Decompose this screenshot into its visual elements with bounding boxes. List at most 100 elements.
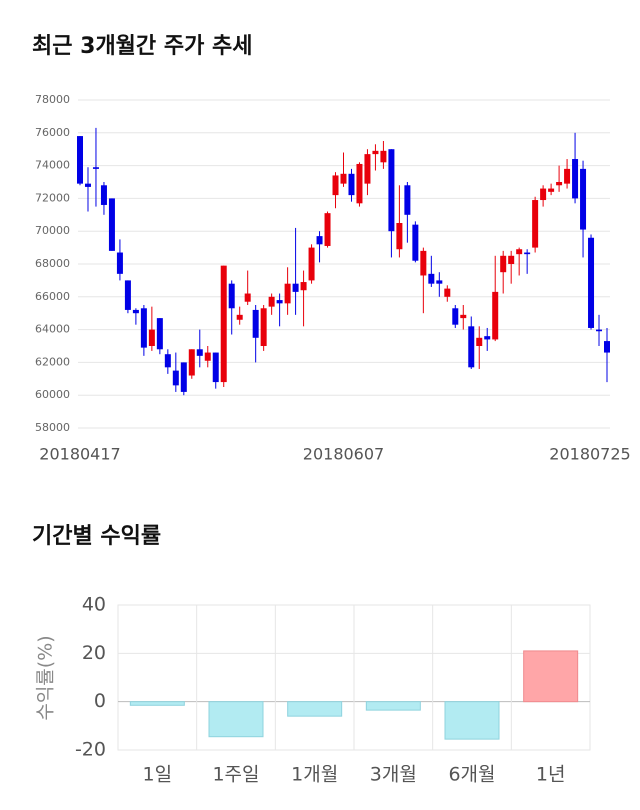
- bar: [523, 650, 579, 703]
- candle-body: [196, 349, 203, 356]
- x-tick-label: 20180417: [39, 445, 120, 464]
- y-tick-label: -20: [75, 739, 106, 761]
- candle-body: [84, 183, 91, 187]
- y-tick-label: 78000: [35, 93, 70, 106]
- candle-body: [420, 250, 427, 276]
- candle-body: [300, 282, 307, 291]
- candle-body: [268, 296, 275, 307]
- candle-body: [77, 136, 83, 184]
- y-axis-label: 수익률(%): [35, 635, 57, 720]
- candle-body: [380, 150, 387, 163]
- candle-body: [492, 291, 499, 340]
- candle-body: [276, 300, 283, 304]
- candle-body: [100, 185, 107, 205]
- candle-body: [508, 255, 515, 264]
- x-tick-label: 20180607: [303, 445, 384, 464]
- x-tick-label: 1주일: [212, 764, 259, 786]
- candle-body: [516, 249, 523, 255]
- candle-body: [452, 308, 459, 325]
- candle-body: [156, 318, 163, 350]
- candle-body: [460, 314, 467, 319]
- y-tick-label: 70000: [35, 224, 70, 237]
- candle-body: [164, 354, 171, 368]
- bar: [365, 701, 421, 711]
- candle-body: [332, 175, 339, 196]
- candle-body: [220, 265, 227, 383]
- candle-body: [348, 173, 355, 196]
- candle-body: [188, 349, 195, 376]
- candle-body: [444, 288, 451, 297]
- y-tick-label: 62000: [35, 355, 70, 368]
- candle-body: [228, 283, 235, 309]
- candle-body: [316, 236, 323, 245]
- candle-body: [564, 168, 571, 184]
- bar: [444, 701, 500, 740]
- y-tick-label: 20: [82, 642, 106, 664]
- candle-body: [284, 283, 291, 304]
- y-tick-label: 68000: [35, 257, 70, 270]
- candle-body: [132, 309, 139, 314]
- x-tick-label: 6개월: [448, 764, 495, 786]
- candle-body: [236, 314, 243, 320]
- candle-body: [324, 213, 331, 246]
- chart-title: 최근 3개월간 주가 추세: [32, 34, 252, 59]
- y-tick-label: 74000: [35, 159, 70, 172]
- bar: [129, 701, 185, 706]
- bar: [287, 701, 343, 717]
- candle-body: [532, 200, 539, 248]
- candle-body: [428, 273, 435, 284]
- x-tick-label: 1일: [143, 764, 173, 786]
- candle-body: [108, 198, 115, 251]
- candle-body: [180, 362, 187, 392]
- x-tick-label: 1개월: [291, 764, 338, 786]
- candle-body: [476, 337, 483, 346]
- candle-body: [388, 149, 395, 232]
- candle-body: [596, 329, 603, 332]
- candle-body: [404, 185, 411, 215]
- candle-body: [588, 237, 595, 328]
- y-tick-label: 58000: [35, 421, 70, 434]
- candle-body: [484, 336, 491, 340]
- y-tick-label: 64000: [35, 323, 70, 336]
- candle-body: [172, 370, 179, 386]
- y-tick-label: 60000: [35, 388, 70, 401]
- y-tick-label: 66000: [35, 290, 70, 303]
- y-tick-label: 40: [82, 594, 106, 616]
- candle-body: [372, 150, 379, 155]
- candle-body: [364, 154, 371, 184]
- candle-body: [92, 167, 99, 169]
- x-tick-label: 3개월: [370, 764, 417, 786]
- candle-body: [580, 168, 587, 230]
- x-tick-label: 20180725: [549, 445, 630, 464]
- candle-body: [140, 308, 147, 348]
- candle-body: [436, 280, 443, 284]
- candle-body: [540, 188, 547, 201]
- candle-body: [308, 247, 315, 281]
- candle-body: [500, 255, 507, 273]
- y-tick-label: 72000: [35, 191, 70, 204]
- candle-body: [292, 283, 299, 292]
- candle-body: [116, 252, 123, 274]
- x-tick-label: 1년: [536, 764, 566, 786]
- candle-body: [556, 182, 563, 186]
- candle-body: [548, 188, 555, 192]
- candle-body: [356, 163, 363, 204]
- bar: [208, 701, 264, 738]
- candle-body: [524, 252, 531, 255]
- candle-body: [412, 224, 419, 261]
- candle-body: [204, 352, 211, 361]
- candle-body: [396, 223, 403, 250]
- candle-body: [260, 308, 267, 346]
- candle-body: [340, 173, 347, 184]
- candle-body: [124, 280, 131, 310]
- y-tick-label: 0: [94, 690, 106, 712]
- y-tick-label: 76000: [35, 126, 70, 139]
- candle-body: [604, 341, 610, 353]
- candle-body: [244, 293, 251, 302]
- candle-body: [468, 326, 475, 368]
- candle-body: [572, 159, 579, 199]
- candle-body: [252, 309, 259, 338]
- candle-body: [148, 329, 155, 346]
- chart-title: 기간별 수익률: [32, 524, 161, 549]
